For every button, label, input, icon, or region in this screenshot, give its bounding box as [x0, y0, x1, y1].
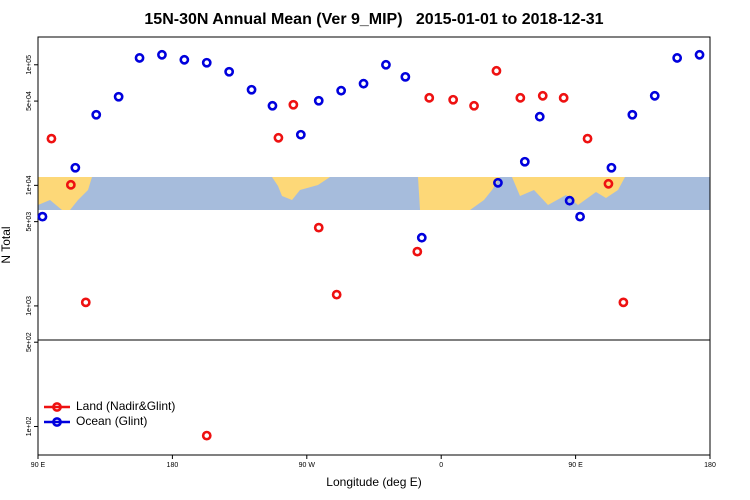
point: [558, 92, 569, 103]
point: [273, 132, 284, 143]
point: [224, 66, 235, 77]
point: [618, 297, 629, 308]
chart-title: 15N-30N Annual Mean (Ver 9_MIP) 2015-01-…: [144, 11, 603, 28]
point: [627, 109, 638, 120]
point: [381, 59, 391, 70]
point: [201, 430, 212, 441]
point: [534, 111, 545, 122]
point: [537, 90, 548, 101]
point: [313, 95, 324, 106]
x-tick-label: 180: [704, 462, 716, 469]
point: [606, 162, 617, 173]
y-tick-label: 5e+03: [26, 212, 33, 232]
point: [80, 297, 91, 308]
x-tick-label: 90 E: [31, 462, 46, 469]
land: [38, 177, 92, 210]
point: [267, 100, 278, 111]
point: [493, 177, 503, 188]
x-axis-title: Longitude (deg E): [326, 475, 421, 489]
legend-marker: [52, 402, 62, 412]
point: [412, 246, 423, 257]
plot-frame: [37, 36, 711, 456]
land: [272, 177, 330, 200]
y-tick-label: 1e+02: [26, 417, 33, 437]
point: [91, 109, 102, 120]
y-axis-title: N Total: [0, 226, 13, 263]
point: [295, 129, 306, 140]
x-tick-label: 90 E: [568, 462, 583, 469]
point: [336, 85, 347, 96]
y-tick-label: 1e+03: [26, 296, 33, 316]
point: [65, 179, 76, 190]
point: [424, 92, 435, 103]
x-tick-label: 180: [167, 462, 179, 469]
point: [37, 211, 48, 222]
point: [694, 49, 705, 60]
legend-marker: [52, 417, 62, 427]
legend-label: Land (Nadir&Glint): [76, 399, 175, 413]
point: [575, 211, 585, 222]
point: [582, 133, 593, 144]
point: [564, 195, 575, 206]
y-tick-label: 1e+04: [26, 175, 33, 195]
x-tick-label: 90 W: [299, 462, 316, 469]
land: [512, 177, 625, 205]
point: [331, 289, 342, 300]
y-tick-label: 5e+02: [26, 332, 33, 352]
legend-label: Ocean (Glint): [76, 414, 147, 428]
point: [603, 178, 614, 189]
point: [400, 71, 411, 82]
point: [515, 92, 526, 103]
point: [519, 156, 530, 167]
point: [358, 78, 369, 89]
point: [201, 57, 212, 68]
point: [179, 54, 190, 65]
point: [134, 53, 145, 63]
point: [313, 222, 324, 233]
point: [469, 100, 479, 111]
land: [418, 177, 500, 210]
x-tick-label: 0: [439, 462, 443, 469]
point: [157, 49, 167, 60]
y-tick-label: 1e+05: [26, 55, 33, 75]
point: [649, 90, 660, 101]
point: [46, 133, 57, 144]
y-tick-label: 5e+04: [26, 91, 33, 111]
point: [70, 162, 81, 173]
point: [113, 91, 124, 102]
point: [672, 53, 683, 63]
world-map-strip: [38, 177, 710, 210]
point: [246, 84, 257, 95]
point: [491, 65, 502, 76]
point: [416, 232, 427, 243]
point: [288, 99, 299, 110]
point: [448, 94, 459, 105]
